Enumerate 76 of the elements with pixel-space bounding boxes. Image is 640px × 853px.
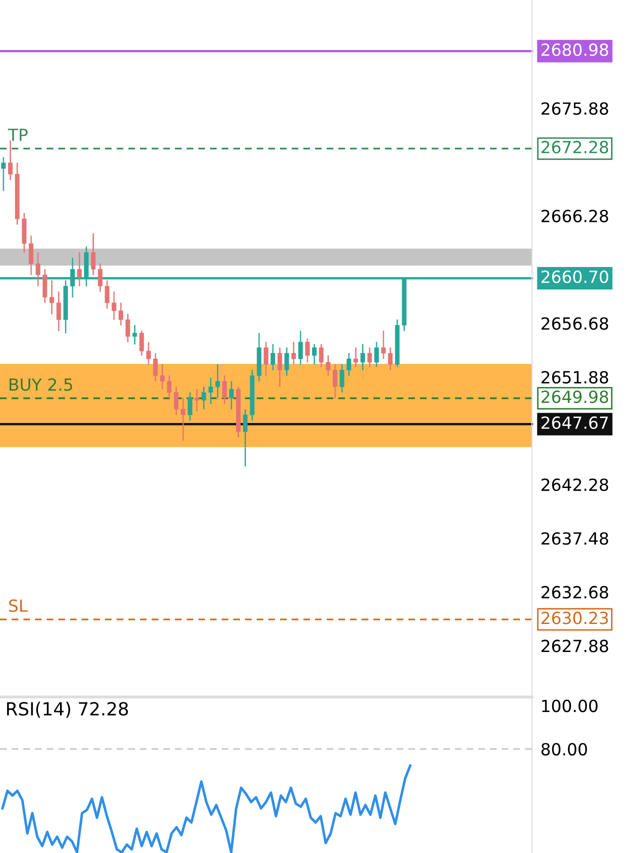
candlestick (160, 364, 165, 390)
candlestick (340, 364, 344, 393)
ref-line-label: 2680.98 (542, 43, 608, 56)
candlestick (256, 332, 262, 382)
candlestick (28, 235, 34, 276)
candlestick (202, 386, 206, 410)
candlestick (284, 347, 290, 376)
candlestick (374, 342, 379, 367)
candlestick (1, 157, 6, 192)
annotation: BUY 2.5 (10, 378, 72, 391)
ref-line-label: 2647.67 (542, 416, 608, 429)
candlestick (98, 263, 102, 292)
candlestick (305, 338, 310, 362)
candlestick (367, 347, 372, 367)
candlestick (332, 364, 338, 398)
candlestick (188, 392, 192, 421)
candlestick (242, 409, 248, 467)
y-tick-label: 80.00 (541, 742, 587, 756)
candlestick (394, 319, 400, 367)
candlestick (77, 252, 82, 286)
ref-line-label: 2649.98 (542, 390, 608, 404)
line-series (1, 764, 412, 853)
candlestick (22, 213, 26, 253)
y-tick-label: 100.00 (542, 700, 598, 712)
candlestick (222, 375, 227, 404)
annotation: SL (9, 599, 28, 612)
candlestick (180, 398, 186, 441)
y-tick-label: 2632.68 (542, 586, 608, 599)
candlestick (354, 347, 358, 367)
candlestick (139, 330, 144, 356)
candlestick (278, 347, 282, 388)
candlestick (166, 375, 172, 398)
candlestick (236, 386, 241, 438)
candlestick (153, 353, 158, 382)
y-tick-label: 2627.88 (542, 640, 608, 652)
candlestick (346, 353, 352, 376)
chart-title: RSI(14) 72.28 (7, 702, 128, 718)
y-tick-label: 2656.68 (542, 317, 608, 330)
y-tick-label: 2666.28 (542, 210, 608, 222)
candlestick (50, 280, 54, 314)
candlestick (360, 344, 366, 370)
candlestick (318, 344, 324, 367)
y-tick-label: 2675.88 (542, 102, 608, 115)
candlestick (229, 381, 234, 410)
candlestick (250, 370, 254, 421)
candlestick (126, 314, 130, 342)
candlestick (146, 342, 151, 365)
candlestick (56, 291, 62, 332)
candlestick (104, 280, 110, 309)
candlestick (42, 269, 48, 304)
candlestick (215, 364, 220, 398)
y-tick-label: 2651.88 (542, 370, 608, 384)
candlestick (132, 325, 138, 345)
candlestick (298, 330, 303, 365)
candlestick (112, 291, 116, 320)
candlestick (270, 344, 276, 370)
candlestick (381, 330, 386, 360)
candlestick (194, 388, 200, 412)
candlestick (36, 252, 40, 286)
candlestick (326, 355, 330, 376)
annotation: TP (8, 128, 28, 141)
candlestick (90, 233, 96, 276)
ref-line-label: 2672.28 (542, 140, 608, 154)
candlestick (174, 386, 178, 416)
candlestick (291, 342, 296, 365)
candlestick (312, 344, 317, 365)
y-tick-label: 2637.48 (542, 532, 608, 545)
candlestick (264, 342, 268, 376)
candlestick (388, 347, 393, 370)
ref-line-label: 2630.23 (542, 612, 608, 624)
candlestick (208, 378, 214, 404)
candlestick (8, 140, 13, 180)
ref-line-label: 2660.70 (542, 270, 608, 284)
candlestick (118, 302, 124, 326)
y-tick-label: 2642.28 (542, 478, 608, 492)
candlestick (14, 162, 20, 225)
